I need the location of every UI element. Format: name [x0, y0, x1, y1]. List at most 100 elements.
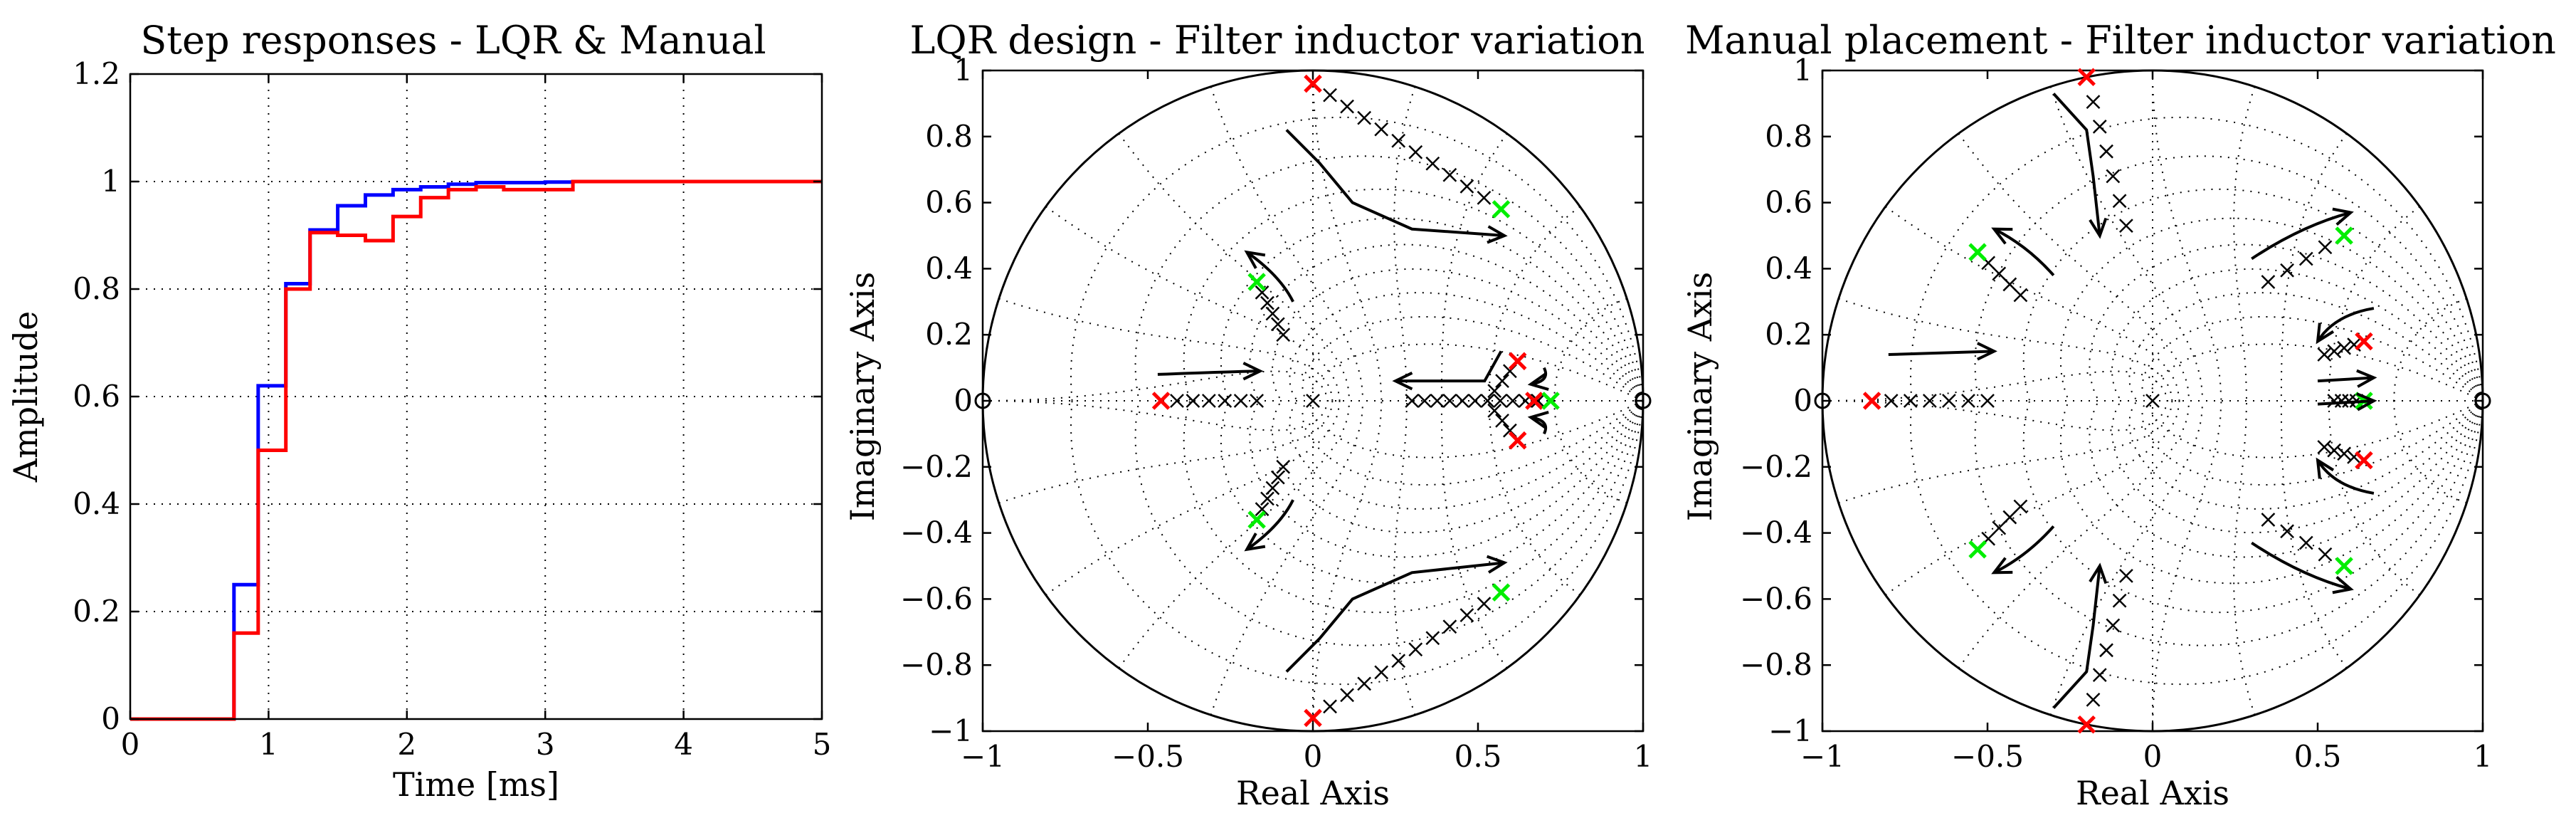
manual-direction-arrow	[1888, 350, 1995, 357]
lqr-y-tick-label: −0.2	[900, 449, 973, 484]
lqr-pole-marker	[1425, 631, 1440, 646]
lqr-arrow-head	[1242, 362, 1264, 381]
lqr-zeta-line	[1302, 400, 1643, 486]
manual-red-pole-marker	[2077, 715, 2096, 734]
lqr-pole-marker	[1455, 394, 1469, 408]
manual-wn-curve	[2049, 400, 2204, 715]
manual-zero-marker	[2474, 392, 2491, 409]
step-x-tick-label: 2	[397, 727, 416, 762]
manual-zeta-line	[2128, 400, 2483, 510]
lqr-pole-marker	[1260, 491, 1274, 506]
manual-y-tick-label: 0.2	[1765, 317, 1812, 352]
lqr-pole-marker	[1477, 597, 1492, 612]
manual-y-tick-label: 0.8	[1765, 119, 1812, 154]
manual-pole-marker	[2092, 668, 2107, 683]
manual-zeta-line	[2149, 343, 2483, 402]
manual-direction-arrow	[1993, 227, 2055, 277]
lqr-pole-marker	[1306, 394, 1320, 408]
lqr-zero-marker	[974, 392, 991, 409]
lqr-zero-marker	[1635, 392, 1652, 409]
lqr-y-axis-label: Imaginary Axis	[843, 272, 882, 522]
manual-pole-marker	[2327, 344, 2342, 359]
lqr-pole-marker	[1442, 394, 1457, 408]
lqr-pole-marker	[1170, 394, 1184, 408]
lqr-pole-marker	[1442, 167, 1457, 182]
lqr-y-tick-label: 0.6	[925, 185, 973, 220]
manual-pole-marker	[2013, 288, 2028, 303]
manual-zero-marker	[1814, 392, 1831, 409]
manual-pole-marker	[2106, 618, 2121, 633]
manual-y-tick-label: −0.2	[1740, 449, 1812, 484]
lqr-y-tick-label: −0.6	[900, 581, 973, 616]
lqr-pole-marker	[1430, 394, 1445, 408]
lqr-direction-arrow	[1246, 499, 1294, 551]
manual-arrow-head	[1991, 557, 2013, 575]
lqr-pole-marker	[1391, 654, 1406, 668]
step-y-tick-label: 0.6	[73, 379, 120, 414]
manual-pole-marker	[2086, 95, 2101, 109]
lqr-arrow-head	[1486, 555, 1508, 574]
panel-lqr-pole-map: LQR design - Filter inductor variation −…	[843, 18, 1652, 812]
lqr-zeta-line	[1220, 217, 1643, 402]
manual-pole-marker	[2112, 194, 2127, 209]
manual-zeta-line	[2089, 400, 2483, 558]
lqr-pole-marker	[1531, 394, 1546, 408]
manual-x-tick-label: 0.5	[2294, 739, 2342, 774]
manual-arrow-head	[1977, 342, 1997, 361]
lqr-wn-curve	[983, 400, 1329, 431]
manual-pole-marker	[1884, 394, 1899, 408]
manual-zeta-line	[1910, 116, 2483, 402]
lqr-green-pole-marker	[1492, 583, 1511, 602]
manual-arrow-head	[2356, 369, 2377, 388]
step-y-tick-label: 1	[101, 164, 120, 199]
lqr-pole-marker	[1323, 88, 1337, 103]
lqr-pole-marker	[1250, 394, 1265, 408]
lqr-pole-marker	[1233, 394, 1248, 408]
lqr-green-pole-marker	[1247, 510, 1266, 529]
lqr-wn-curve	[1393, 400, 1416, 715]
manual-arrow-head	[2316, 323, 2335, 345]
lqr-pole-marker	[1201, 394, 1216, 408]
manual-pole-marker	[2145, 394, 2160, 408]
manual-pole-marker	[2118, 219, 2133, 233]
step-y-tick-label: 0.2	[73, 594, 120, 629]
manual-pole-marker	[2317, 440, 2332, 454]
manual-zeta-line	[2111, 268, 2483, 402]
lqr-wn-curve	[1045, 206, 1341, 402]
step-x-tick-label: 1	[259, 727, 278, 762]
manual-y-tick-label: −0.6	[1740, 581, 1812, 616]
manual-wn-curve	[2152, 400, 2222, 731]
lqr-pole-marker	[1391, 133, 1406, 148]
manual-arrow-head	[2089, 217, 2108, 239]
lqr-x-tick-label: −1	[961, 739, 1005, 774]
lqr-arrow-head	[1487, 225, 1508, 244]
lqr-pole-marker	[1270, 317, 1285, 332]
lqr-wn-curve	[1312, 70, 1383, 402]
manual-pole-marker	[2298, 535, 2313, 550]
step-x-axis-label: Time [ms]	[393, 765, 559, 804]
manual-wn-curve	[2233, 86, 2256, 402]
step-series	[130, 179, 822, 721]
lqr-y-tick-label: 0.4	[925, 251, 973, 285]
manual-pole-marker	[2112, 593, 2127, 608]
lqr-wn-curve	[1440, 133, 1508, 402]
lqr-wn-curve	[998, 400, 1334, 504]
manual-pole-marker	[2261, 275, 2276, 289]
lqr-direction-arrow	[1285, 129, 1505, 237]
manual-direction-arrow	[2052, 565, 2101, 709]
manual-y-tick-label: 0.6	[1765, 185, 1812, 220]
lqr-pole-marker	[1442, 619, 1457, 634]
lqr-pole-marker	[1357, 110, 1372, 125]
manual-pole-marker	[2298, 251, 2313, 266]
lqr-pole-marker	[1276, 327, 1291, 342]
manual-zeta-line	[2022, 400, 2483, 614]
lqr-pole-zero-plot: −1 −0.5 0 0.5 1 −1 −0.8 −0.6 −0.4 −0.2 0 0.2 0.4 0.6 0…	[900, 53, 1652, 774]
manual-pole-marker	[1992, 520, 2007, 535]
manual-pole-marker	[2327, 394, 2342, 408]
step-ticks: 0 1 2 3 4 5 0 0.2 0.4 0.6 0.8 1 1.2	[73, 56, 831, 762]
manual-pole-marker	[2334, 394, 2349, 408]
lqr-wn-curve	[1553, 298, 1627, 402]
manual-green-pole-marker	[1968, 243, 1987, 261]
lqr-zeta-line	[1134, 155, 1643, 402]
lqr-pole-marker	[1265, 481, 1280, 495]
